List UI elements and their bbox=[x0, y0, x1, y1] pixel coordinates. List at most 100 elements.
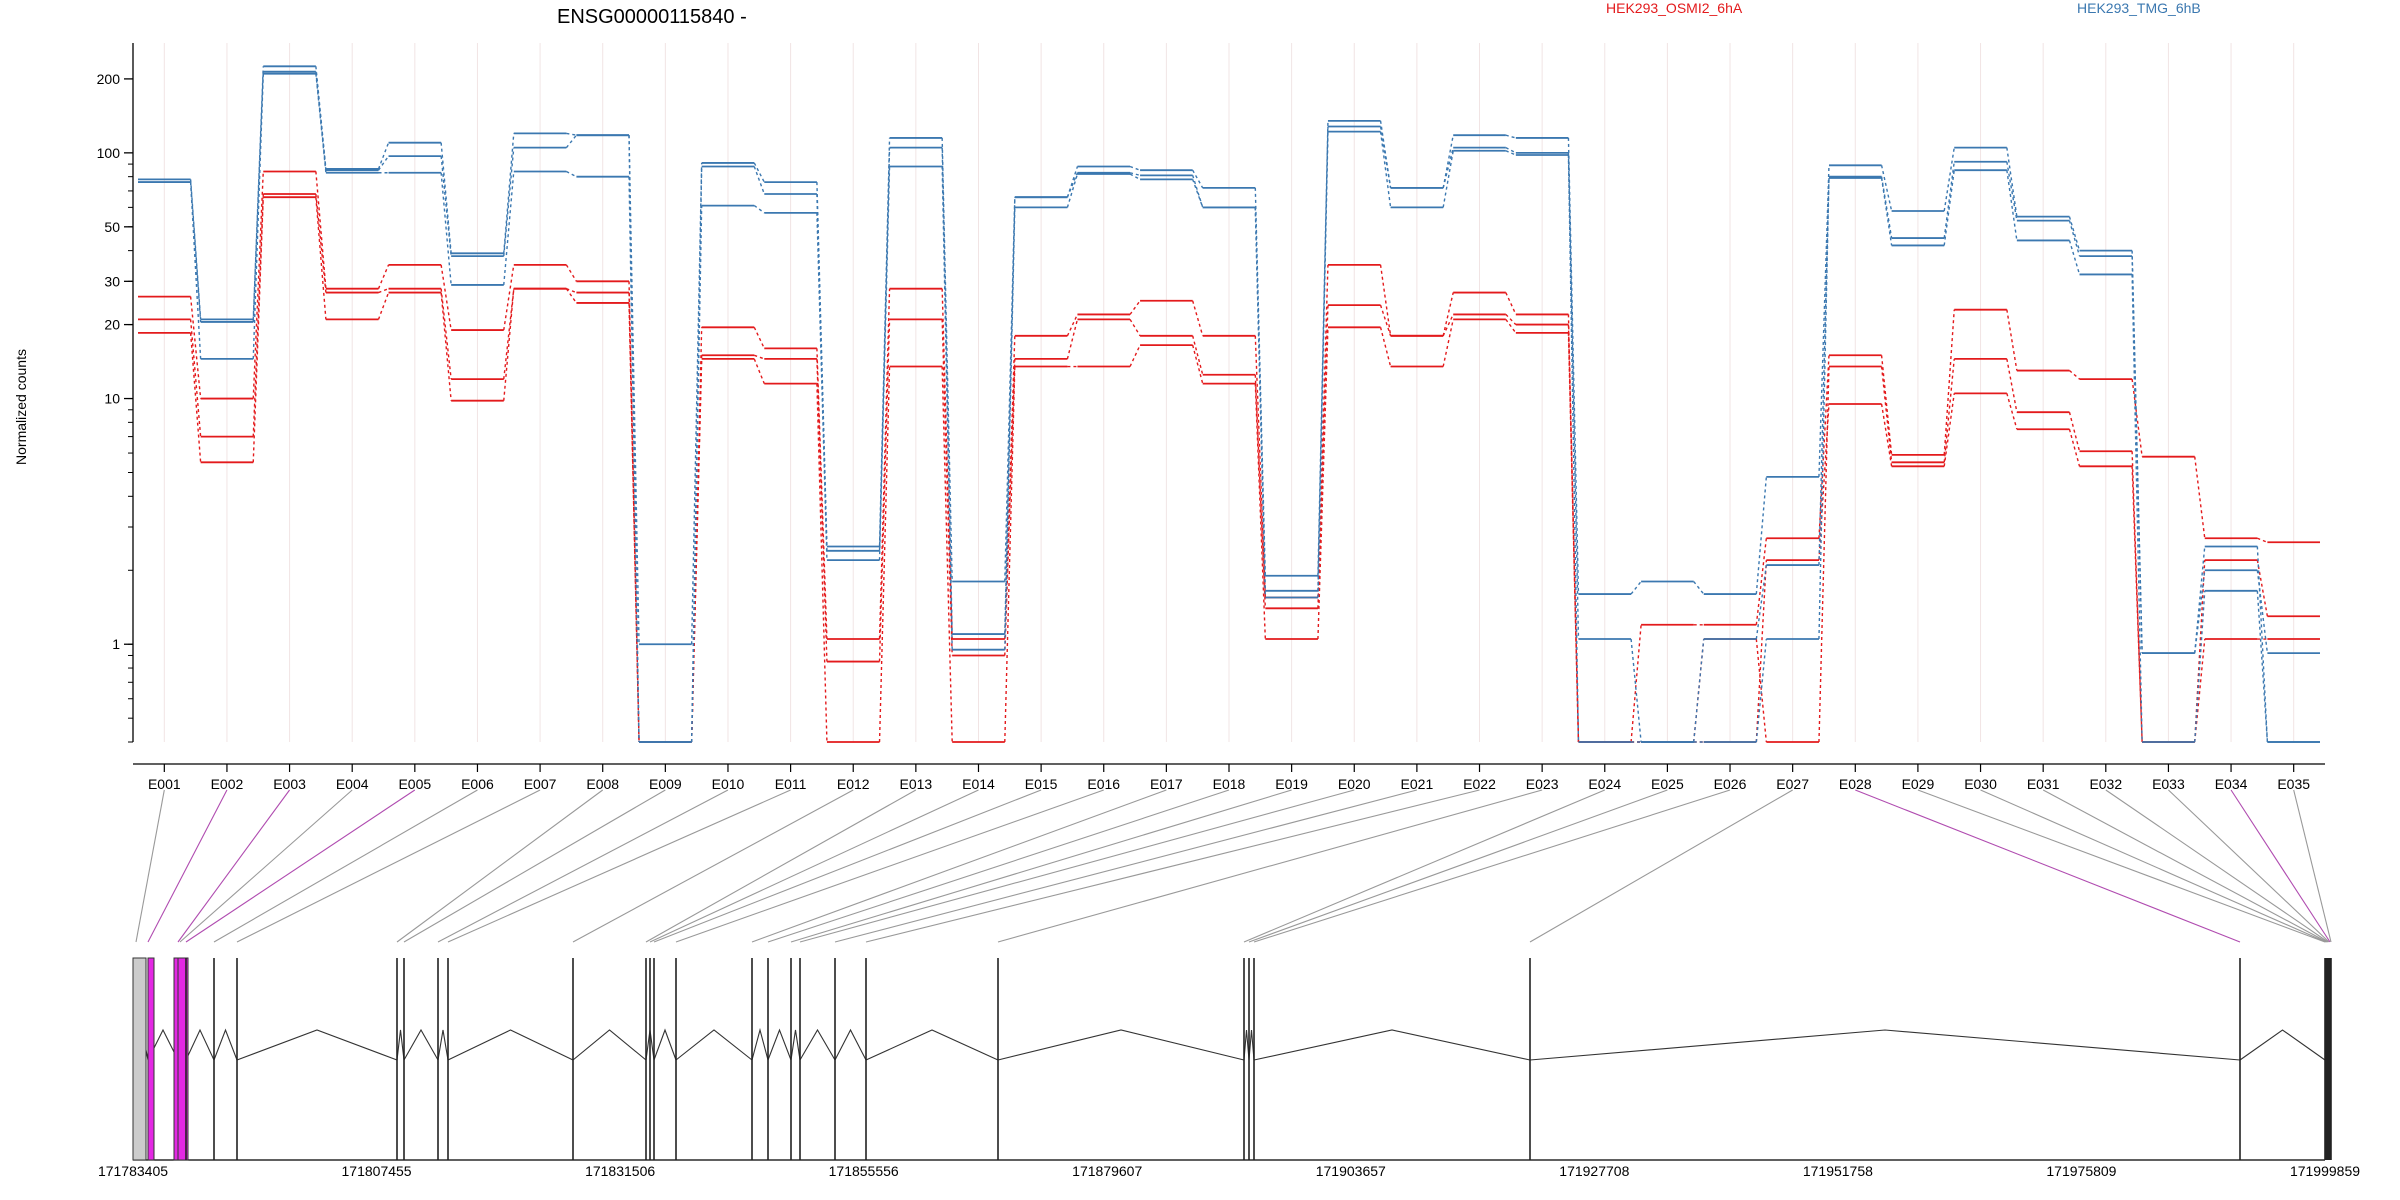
series-connector bbox=[816, 358, 828, 662]
series-connector bbox=[1442, 292, 1454, 336]
x-tick-label-E003: E003 bbox=[273, 776, 306, 792]
exon-block bbox=[177, 957, 189, 1161]
series-connector bbox=[753, 358, 765, 384]
genomic-tick-label: 171879607 bbox=[1072, 1163, 1142, 1179]
exon-connector-layer bbox=[135, 789, 2332, 943]
series-connector bbox=[1379, 131, 1392, 208]
genomic-tick-label: 171903657 bbox=[1316, 1163, 1386, 1179]
exon-block bbox=[132, 957, 147, 1161]
series-connector bbox=[1943, 309, 1955, 455]
exon-connector-E011 bbox=[447, 789, 791, 943]
intron-arc bbox=[1253, 1029, 1531, 1061]
exon-connector-E016 bbox=[675, 789, 1104, 943]
series-connector bbox=[941, 137, 953, 582]
x-tick-label-E005: E005 bbox=[398, 776, 431, 792]
series-connector bbox=[816, 383, 828, 743]
series-connector bbox=[1755, 638, 1768, 743]
intron-arc bbox=[213, 1028, 238, 1061]
series-connector bbox=[440, 292, 452, 401]
intron-arc bbox=[2239, 1029, 2326, 1061]
series-connector bbox=[1630, 624, 1642, 743]
series-connector bbox=[1129, 300, 1141, 315]
series-connector bbox=[252, 193, 264, 437]
exon-connector-E022 bbox=[865, 789, 1480, 943]
series-0 bbox=[138, 170, 2320, 743]
series-connector bbox=[628, 302, 640, 743]
intron-arc bbox=[437, 1029, 449, 1061]
exon-connector-E028 bbox=[1855, 789, 2241, 943]
exon-connector-E020 bbox=[799, 789, 1355, 943]
exon-connector-E035 bbox=[2293, 789, 2332, 943]
series-connector bbox=[2194, 638, 2206, 743]
series-connector bbox=[315, 193, 327, 293]
series-connector bbox=[565, 264, 578, 282]
series-connector bbox=[1004, 207, 1016, 650]
series-connector bbox=[189, 296, 202, 399]
x-tick-label-E016: E016 bbox=[1087, 776, 1120, 792]
series-connector bbox=[1129, 165, 1141, 171]
series-connector bbox=[377, 142, 390, 170]
series-connector bbox=[1379, 126, 1392, 189]
x-tick-label-E019: E019 bbox=[1275, 776, 1308, 792]
series-connector bbox=[1567, 137, 1580, 595]
series-connector bbox=[440, 288, 452, 380]
series-connector bbox=[1567, 155, 1580, 743]
series-connector bbox=[2006, 393, 2018, 430]
exon-connector-E007 bbox=[236, 789, 541, 943]
series-connector bbox=[1129, 172, 1141, 177]
x-tick-label-E002: E002 bbox=[211, 776, 244, 792]
genomic-tick-label: 171831506 bbox=[585, 1163, 655, 1179]
genomic-tick-label: 171855556 bbox=[829, 1163, 899, 1179]
series-connector bbox=[440, 156, 452, 257]
x-tick-label-E018: E018 bbox=[1213, 776, 1246, 792]
genomic-tick-label: 171975809 bbox=[2046, 1163, 2116, 1179]
series-connector bbox=[315, 71, 327, 171]
intron-arc bbox=[572, 1029, 647, 1061]
genomic-tick-label: 171951758 bbox=[1803, 1163, 1873, 1179]
series-connector bbox=[1818, 355, 1830, 539]
exon-connector-E005 bbox=[185, 789, 416, 943]
exon-connector-E031 bbox=[2042, 789, 2328, 943]
series-connector bbox=[566, 170, 577, 178]
series-connector bbox=[1066, 319, 1079, 360]
intron-arc bbox=[799, 1028, 836, 1061]
series-connector bbox=[1943, 393, 1955, 467]
series-connector bbox=[2257, 537, 2268, 543]
series-connector bbox=[690, 162, 703, 645]
series-connector bbox=[1693, 638, 1705, 743]
series-connector bbox=[1317, 126, 1329, 591]
genomic-tick-label: 171927708 bbox=[1559, 1163, 1629, 1179]
x-tick-label-E017: E017 bbox=[1150, 776, 1183, 792]
series-connector bbox=[503, 264, 515, 331]
series-connector bbox=[1567, 332, 1580, 743]
intron-arc bbox=[185, 1028, 215, 1061]
series-connector bbox=[2131, 451, 2143, 743]
series-connector bbox=[440, 142, 452, 254]
x-tick-label-E029: E029 bbox=[1902, 776, 1935, 792]
series-connector bbox=[1755, 476, 1768, 595]
series-5 bbox=[138, 72, 2320, 743]
series-connector bbox=[1505, 313, 1517, 326]
x-tick-label-E013: E013 bbox=[900, 776, 933, 792]
exon-connector-E009 bbox=[403, 789, 666, 943]
series-connector bbox=[1630, 638, 1642, 743]
series-connector bbox=[941, 319, 953, 656]
x-tick-label-E007: E007 bbox=[524, 776, 557, 792]
series-connector bbox=[1191, 344, 1204, 384]
series-connector bbox=[377, 155, 390, 171]
series-connector bbox=[503, 171, 515, 286]
series-connector bbox=[1379, 304, 1392, 337]
intron-arc bbox=[767, 1028, 792, 1061]
x-tick-label-E012: E012 bbox=[837, 776, 870, 792]
series-connector bbox=[1755, 564, 1768, 640]
series-connector bbox=[315, 171, 327, 289]
y-tick-label-50: 50 bbox=[104, 219, 120, 235]
exon-connector-E029 bbox=[1917, 789, 2326, 943]
legend-series-osmi2: HEK293_OSMI2_6hA bbox=[1606, 0, 1743, 16]
x-tick-label-E035: E035 bbox=[2277, 776, 2310, 792]
series-connector bbox=[2068, 412, 2081, 452]
x-tick-label-E032: E032 bbox=[2089, 776, 2122, 792]
exon-block bbox=[173, 957, 179, 1161]
series-connector bbox=[2068, 429, 2081, 467]
